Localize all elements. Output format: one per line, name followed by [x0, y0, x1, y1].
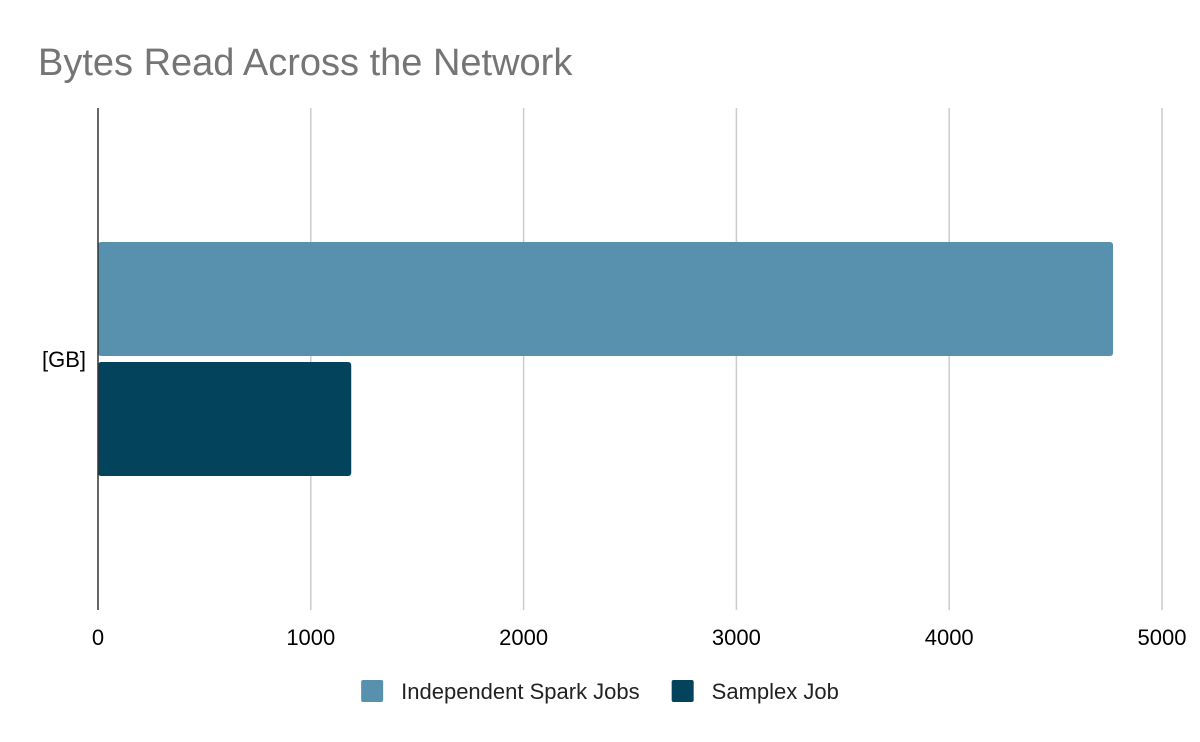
x-tick-label: 3000 — [712, 625, 761, 650]
gridlines — [310, 108, 1163, 610]
legend-item: Independent Spark Jobs — [361, 679, 640, 704]
legend-label: Independent Spark Jobs — [401, 679, 640, 704]
x-axis-ticks: 0 1000 2000 3000 4000 5000 — [92, 625, 1187, 650]
legend: Independent Spark Jobs Samplex Job — [361, 679, 839, 704]
bar-samplex-job — [98, 362, 352, 476]
chart-title: Bytes Read Across the Network — [38, 42, 573, 84]
x-tick-label: 0 — [92, 625, 104, 650]
legend-label: Samplex Job — [712, 679, 839, 704]
category-label: [GB] — [42, 347, 86, 372]
x-tick-label: 2000 — [499, 625, 548, 650]
bars — [98, 242, 1114, 476]
legend-swatch — [361, 680, 384, 702]
bar-independent-spark-jobs — [98, 242, 1114, 356]
x-tick-label: 5000 — [1138, 625, 1187, 650]
x-tick-label: 1000 — [286, 625, 335, 650]
x-tick-label: 4000 — [925, 625, 974, 650]
legend-swatch — [671, 680, 694, 702]
category-labels: [GB] — [42, 347, 86, 372]
legend-item: Samplex Job — [671, 679, 839, 704]
